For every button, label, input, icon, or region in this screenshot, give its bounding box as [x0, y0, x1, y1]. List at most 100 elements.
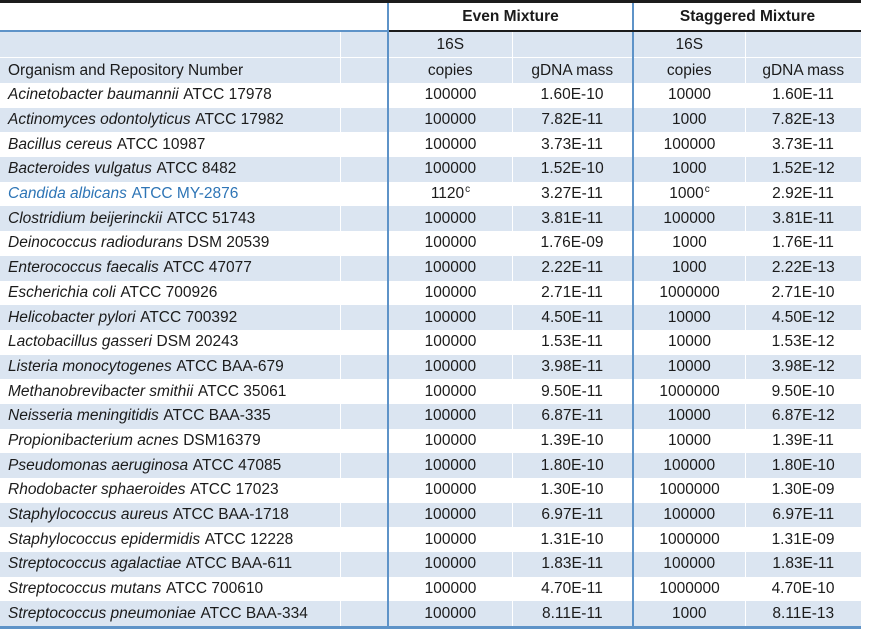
spacer-cell: [340, 132, 388, 157]
even-copies-cell-value: 100000: [424, 530, 477, 548]
even-copies-cell: 100000: [387, 601, 513, 628]
staggered-gdna-cell-value: 1.31E-09: [771, 530, 835, 548]
organism-name: Candida albicans: [8, 185, 127, 203]
staggered-copies-cell-value: 100000: [663, 456, 716, 474]
staggered-gdna-cell-value: 1.30E-09: [771, 481, 835, 499]
even-copies-cell: 100000: [387, 453, 513, 478]
even-copies-cell: 100000: [387, 255, 513, 281]
staggered-gdna-cell: 4.70E-10: [745, 577, 861, 602]
spacer-cell: [340, 478, 388, 503]
strain-id: ATCC 17982: [195, 111, 284, 129]
even-gdna-cell-value: 1.76E-09: [540, 234, 604, 252]
staggered-copies-cell: 1000: [632, 157, 746, 182]
even-gdna-cell-value: 4.50E-11: [541, 308, 604, 326]
spacer-cell: [340, 281, 388, 306]
even-copies-cell: 100000: [387, 552, 513, 577]
staggered-copies-cell-value: 1000000: [659, 382, 720, 400]
even-16s-label: 16S: [387, 31, 513, 58]
organism-cell: Enterococcus faecalis ATCC 47077: [0, 255, 341, 281]
even-copies-cell: 100000: [387, 478, 512, 503]
staggered-gdna-cell: 2.92E-11: [745, 182, 861, 207]
staggered-copies-cell: 1000000: [632, 576, 746, 602]
strain-id: ATCC BAA-1718: [172, 506, 289, 524]
organism-cell: Bacillus cereus ATCC 10987: [0, 132, 340, 157]
even-gdna-cell-value: 1.52E-10: [540, 160, 604, 178]
even-copies-cell: 100000: [387, 305, 513, 330]
even-gdna-cell: 2.22E-11: [512, 255, 634, 281]
strain-id: ATCC 700926: [120, 283, 218, 301]
organism-name: Lactobacillus gasseri: [8, 333, 152, 351]
spacer-cell: [340, 330, 388, 355]
even-copies-cell: 100000: [387, 132, 512, 158]
organism-row: Staphylococcus epidermidis ATCC 12228 1000…: [0, 527, 861, 553]
even-gdna-column-header: gDNA mass: [512, 57, 634, 83]
organism-row: Streptococcus agalactiae ATCC BAA-611 1000…: [0, 552, 862, 577]
staggered-copies-cell: 1000: [632, 601, 746, 628]
staggered-gdna-cell-value: 4.70E-10: [771, 580, 835, 598]
organism-name: Rhodobacter sphaeroides: [8, 481, 186, 499]
staggered-gdna-cell-value: 1.53E-12: [771, 333, 835, 351]
staggered-copies-cell: 10000: [632, 305, 746, 330]
spacer-cell: [340, 206, 388, 232]
even-gdna-cell-value: 1.80E-10: [540, 456, 604, 474]
spacer-cell: [340, 601, 388, 628]
staggered-gdna-cell: 8.11E-13: [745, 601, 862, 628]
even-copies-cell-value: 100000: [424, 259, 477, 277]
mixture-title-row: Even Mixture Staggered Mixture: [0, 1, 862, 32]
strain-id: ATCC 17978: [183, 86, 272, 104]
strain-id: ATCC 17023: [190, 481, 279, 499]
staggered-copies-cell-value: 10000: [667, 431, 712, 449]
staggered-copies-cell-value: 1000: [672, 111, 707, 129]
staggered-gdna-cell: 3.81E-11: [745, 206, 862, 232]
organism-row: Clostridium beijerinckii ATCC 51743 100000…: [0, 206, 862, 232]
staggered-copies-cell: 1000000: [632, 280, 746, 306]
staggered-gdna-cell-value: 1.80E-10: [771, 456, 835, 474]
staggered-copies-cell-value: 10000: [667, 357, 711, 375]
strain-id: ATCC 700610: [166, 580, 264, 598]
even-gdna-cell: 1.52E-10: [512, 157, 634, 182]
staggered-gdna-cell-value: 2.22E-13: [771, 259, 835, 277]
organism-row: Methanobrevibacter smithii ATCC 35061 1000…: [0, 379, 861, 404]
even-copies-cell: 100000: [387, 206, 513, 232]
even-copies-column-header: copies: [387, 57, 513, 83]
strain-id: ATCC MY-2876: [131, 185, 239, 203]
strain-id: DSM 20243: [156, 333, 239, 351]
organism-row: Rhodobacter sphaeroides ATCC 17023 100000 1…: [0, 478, 861, 503]
even-gdna-cell: 1.60E-10: [512, 83, 633, 108]
organism-row: Propionibacterium acnes DSM16379 100000 1.3…: [0, 428, 861, 454]
organism-row: Deinococcus radiodurans DSM 20539 100000 1.…: [0, 231, 861, 256]
even-gdna-cell: 2.71E-11: [512, 281, 633, 306]
organism-row: Lactobacillus gasseri DSM 20243 100000 1.53…: [0, 329, 861, 355]
strain-id: ATCC 51743: [166, 209, 256, 227]
even-copies-cell-value: 100000: [424, 333, 477, 351]
organism-name: Streptococcus agalactiae: [8, 555, 182, 573]
organism-name: Escherichia coli: [8, 283, 116, 301]
spacer-cell: [340, 231, 388, 256]
even-gdna-cell-value: 1.60E-10: [540, 86, 604, 104]
staggered-gdna-cell: 6.97E-11: [745, 502, 862, 528]
even-copies-cell-value: 100000: [424, 283, 477, 301]
spacer-cell: [340, 157, 388, 182]
staggered-16s-label: 16S: [632, 31, 746, 58]
organism-cell: Staphylococcus epidermidis ATCC 12228: [0, 527, 340, 552]
staggered-gdna-column-header: gDNA mass: [745, 57, 862, 83]
even-gdna-cell: 1.80E-10: [512, 453, 634, 478]
strain-id: ATCC 12228: [204, 530, 294, 548]
staggered-copies-cell-value: 10000: [667, 86, 712, 104]
staggered-copies-cell-value: 10000: [667, 308, 711, 326]
organism-cell: Propionibacterium acnes DSM16379: [0, 429, 340, 454]
even-copies-cell: 100000: [387, 157, 513, 182]
organism-row: Neisseria meningitidis ATCC BAA-335 100000…: [0, 403, 862, 429]
even-copies-cell: 100000: [387, 379, 512, 404]
staggered-gdna-cell: 1.39E-11: [745, 429, 861, 454]
empty-cell: [340, 57, 388, 83]
even-copies-cell: 100000: [387, 403, 513, 429]
staggered-copies-footnote: c: [704, 183, 710, 195]
staggered-gdna-cell: 1.31E-09: [745, 527, 861, 552]
organism-row: Bacteroides vulgatus ATCC 8482 100000 1.52E…: [0, 157, 862, 182]
empty-cell: [340, 31, 388, 58]
spacer-cell: [340, 379, 388, 404]
table-body: Acinetobacter baumannii ATCC 17978 100000 1…: [0, 83, 862, 628]
staggered-gdna-cell-value: 6.87E-12: [771, 407, 835, 425]
